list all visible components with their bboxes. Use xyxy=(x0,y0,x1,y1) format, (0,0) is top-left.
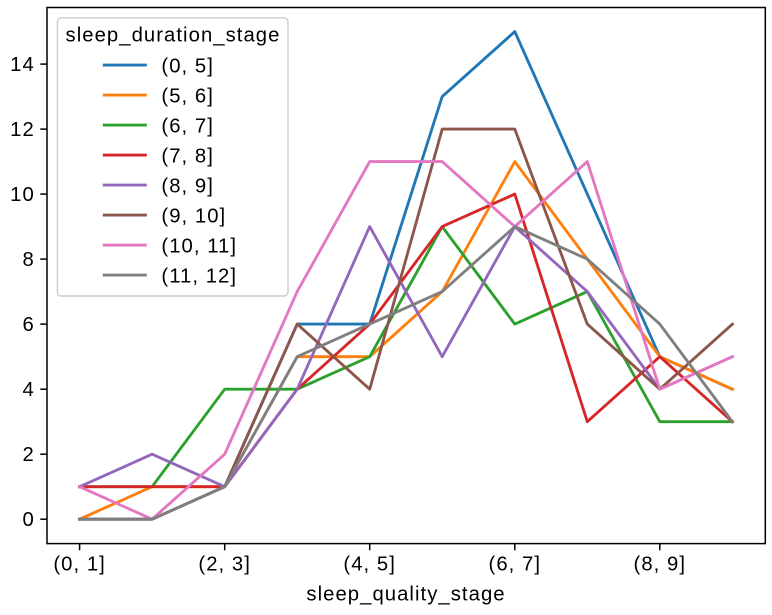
svg-text:(0, 1]: (0, 1] xyxy=(53,554,106,576)
svg-text:0: 0 xyxy=(22,509,34,531)
svg-text:(8, 9]: (8, 9] xyxy=(161,176,214,198)
svg-text:(4, 5]: (4, 5] xyxy=(343,554,396,576)
svg-text:(5, 6]: (5, 6] xyxy=(161,86,214,108)
svg-text:(6, 7]: (6, 7] xyxy=(489,554,542,576)
svg-text:12: 12 xyxy=(10,119,35,141)
svg-text:(6, 7]: (6, 7] xyxy=(161,116,214,138)
svg-text:6: 6 xyxy=(22,314,34,336)
svg-text:sleep_quality_stage: sleep_quality_stage xyxy=(306,584,505,606)
svg-text:4: 4 xyxy=(22,379,34,401)
svg-text:(9, 10]: (9, 10] xyxy=(161,206,226,228)
svg-text:10: 10 xyxy=(10,184,35,206)
svg-text:2: 2 xyxy=(22,444,34,466)
svg-text:14: 14 xyxy=(10,54,35,76)
svg-text:(11, 12]: (11, 12] xyxy=(161,266,237,288)
svg-text:(2, 3]: (2, 3] xyxy=(198,554,251,576)
svg-text:8: 8 xyxy=(22,249,34,271)
svg-text:(10, 11]: (10, 11] xyxy=(161,236,237,258)
svg-text:(7, 8]: (7, 8] xyxy=(161,146,214,168)
svg-text:(8, 9]: (8, 9] xyxy=(634,554,687,576)
svg-text:sleep_duration_stage: sleep_duration_stage xyxy=(66,25,281,47)
svg-text:(0, 5]: (0, 5] xyxy=(161,56,214,78)
